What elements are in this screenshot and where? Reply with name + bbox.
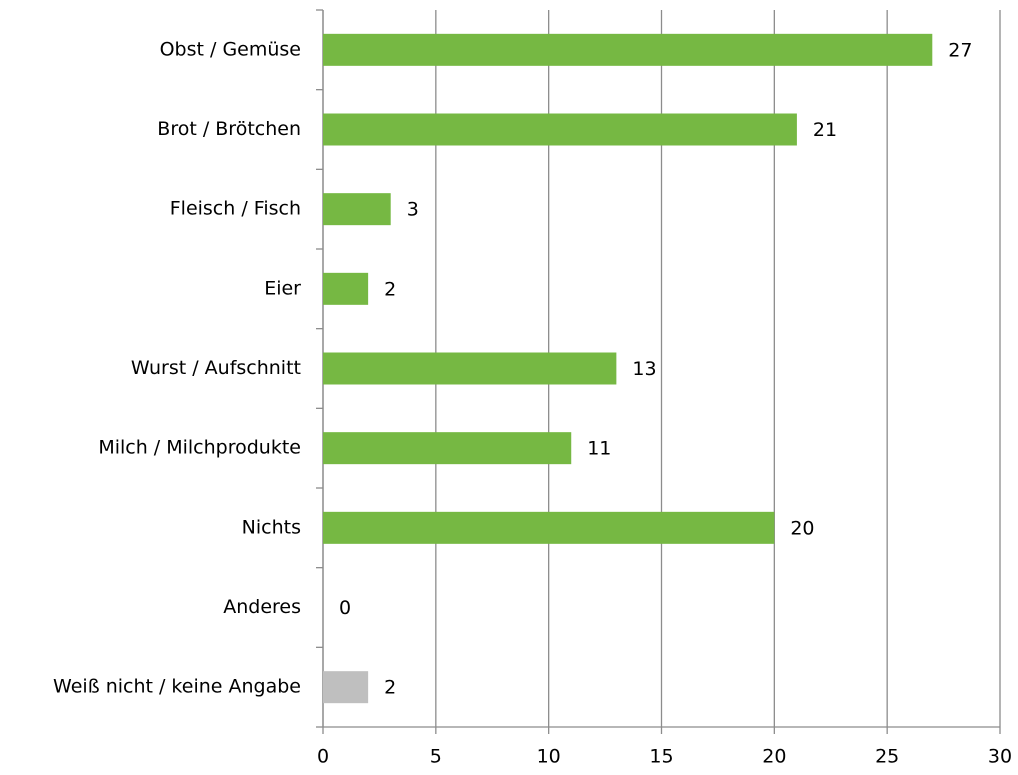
y-tick-label: Milch / Milchprodukte (98, 437, 301, 459)
x-tick-label: 15 (649, 746, 673, 768)
bar (323, 113, 797, 146)
x-tick-label: 5 (430, 746, 442, 768)
data-label: 2 (384, 278, 396, 300)
data-label: 21 (813, 119, 837, 141)
y-tick-label: Weiß nicht / keine Angabe (53, 676, 301, 698)
bar (323, 352, 617, 385)
bar (323, 193, 391, 226)
data-label: 13 (632, 358, 656, 380)
y-tick-label: Anderes (223, 596, 301, 618)
x-tick-label: 25 (875, 746, 899, 768)
x-tick-label: 20 (762, 746, 786, 768)
y-tick-label: Brot / Brötchen (157, 118, 301, 140)
data-label: 11 (587, 438, 611, 460)
x-tick-label: 0 (317, 746, 329, 768)
bar (323, 272, 369, 305)
y-tick-label: Eier (264, 277, 301, 299)
bar (323, 671, 369, 704)
data-label: 2 (384, 677, 396, 699)
y-tick-label: Obst / Gemüse (160, 38, 301, 60)
x-tick-label: 10 (537, 746, 561, 768)
bar (323, 432, 572, 465)
y-tick-label: Nichts (242, 516, 301, 538)
data-label: 27 (948, 39, 972, 61)
data-label: 20 (790, 517, 814, 539)
bar (323, 33, 933, 66)
data-label: 0 (339, 597, 351, 619)
y-tick-label: Fleisch / Fisch (170, 198, 301, 220)
x-tick-label: 30 (988, 746, 1012, 768)
bar (323, 511, 775, 544)
y-tick-label: Wurst / Aufschnitt (131, 357, 301, 379)
data-label: 3 (407, 199, 419, 221)
